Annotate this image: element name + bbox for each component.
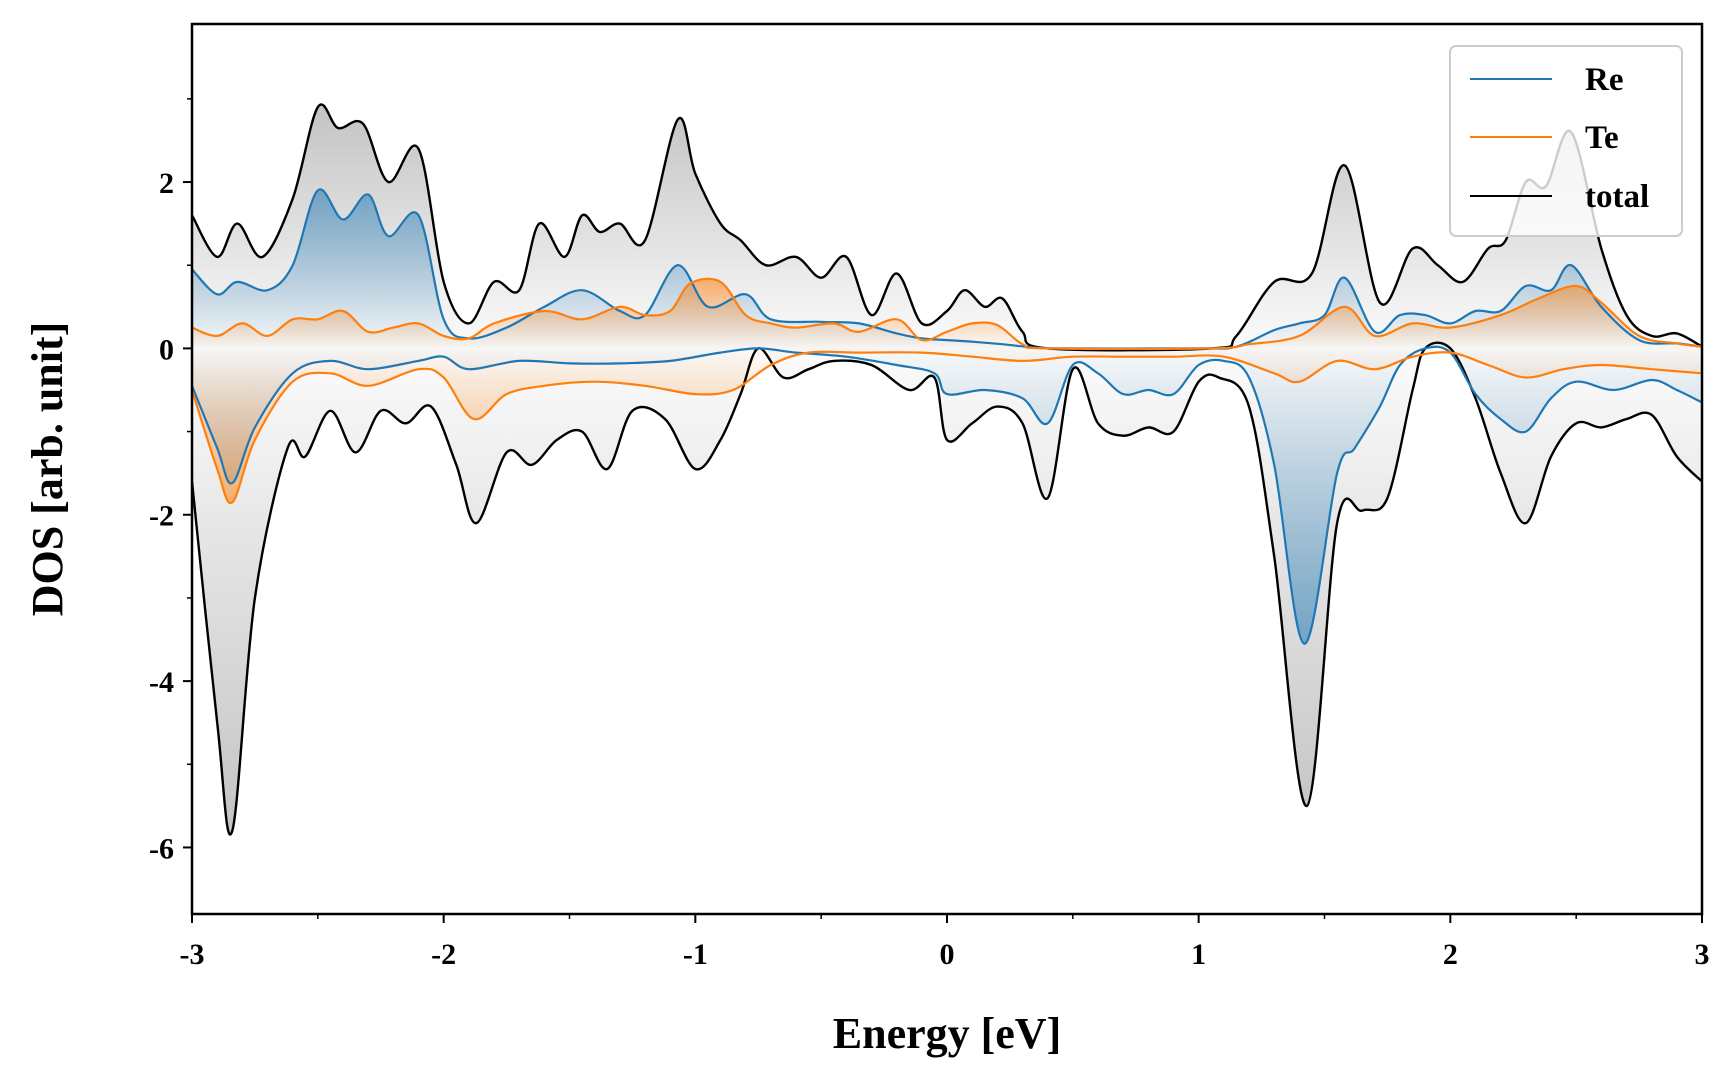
te-up-line: [191, 277, 1703, 351]
total-down-fill: [192, 342, 1702, 835]
re-up-line: [191, 188, 1703, 350]
re-up-fill: [192, 189, 1702, 349]
re-down-fill: [192, 346, 1702, 644]
legend-label-re: Re: [1585, 62, 1623, 98]
y-tick-label: -2: [149, 500, 174, 533]
y-tick-label: 0: [159, 333, 174, 366]
re-down-line: [190, 345, 1703, 645]
x-tick-label: -3: [180, 938, 205, 971]
dos-series-lines: [190, 103, 1703, 836]
te-up-fill: [192, 278, 1702, 349]
axis-ticks: -3 -2 -1 0 1 2 3 -6 -4 -2 0 2: [149, 98, 1710, 971]
x-axis-label: Energy [eV]: [833, 1009, 1062, 1058]
te-down-line: [190, 350, 1703, 505]
x-tick-label: 2: [1443, 938, 1458, 971]
legend-label-te: Te: [1585, 120, 1619, 156]
y-tick-label: 2: [159, 167, 174, 200]
y-tick-label: -4: [149, 666, 174, 699]
y-tick-label: -6: [149, 832, 174, 865]
total-up-fill: [192, 104, 1702, 351]
x-tick-label: 3: [1695, 938, 1710, 971]
x-tick-label: -1: [683, 938, 708, 971]
legend-box: [1449, 45, 1683, 237]
legend: Re Te total: [1449, 45, 1683, 237]
x-tick-label: 1: [1191, 938, 1206, 971]
y-axis-label: DOS [arb. unit]: [23, 322, 72, 617]
total-up-line: [190, 103, 1703, 352]
legend-label-total: total: [1585, 179, 1649, 215]
x-tick-label: -2: [431, 938, 456, 971]
x-tick-label: 0: [940, 938, 955, 971]
